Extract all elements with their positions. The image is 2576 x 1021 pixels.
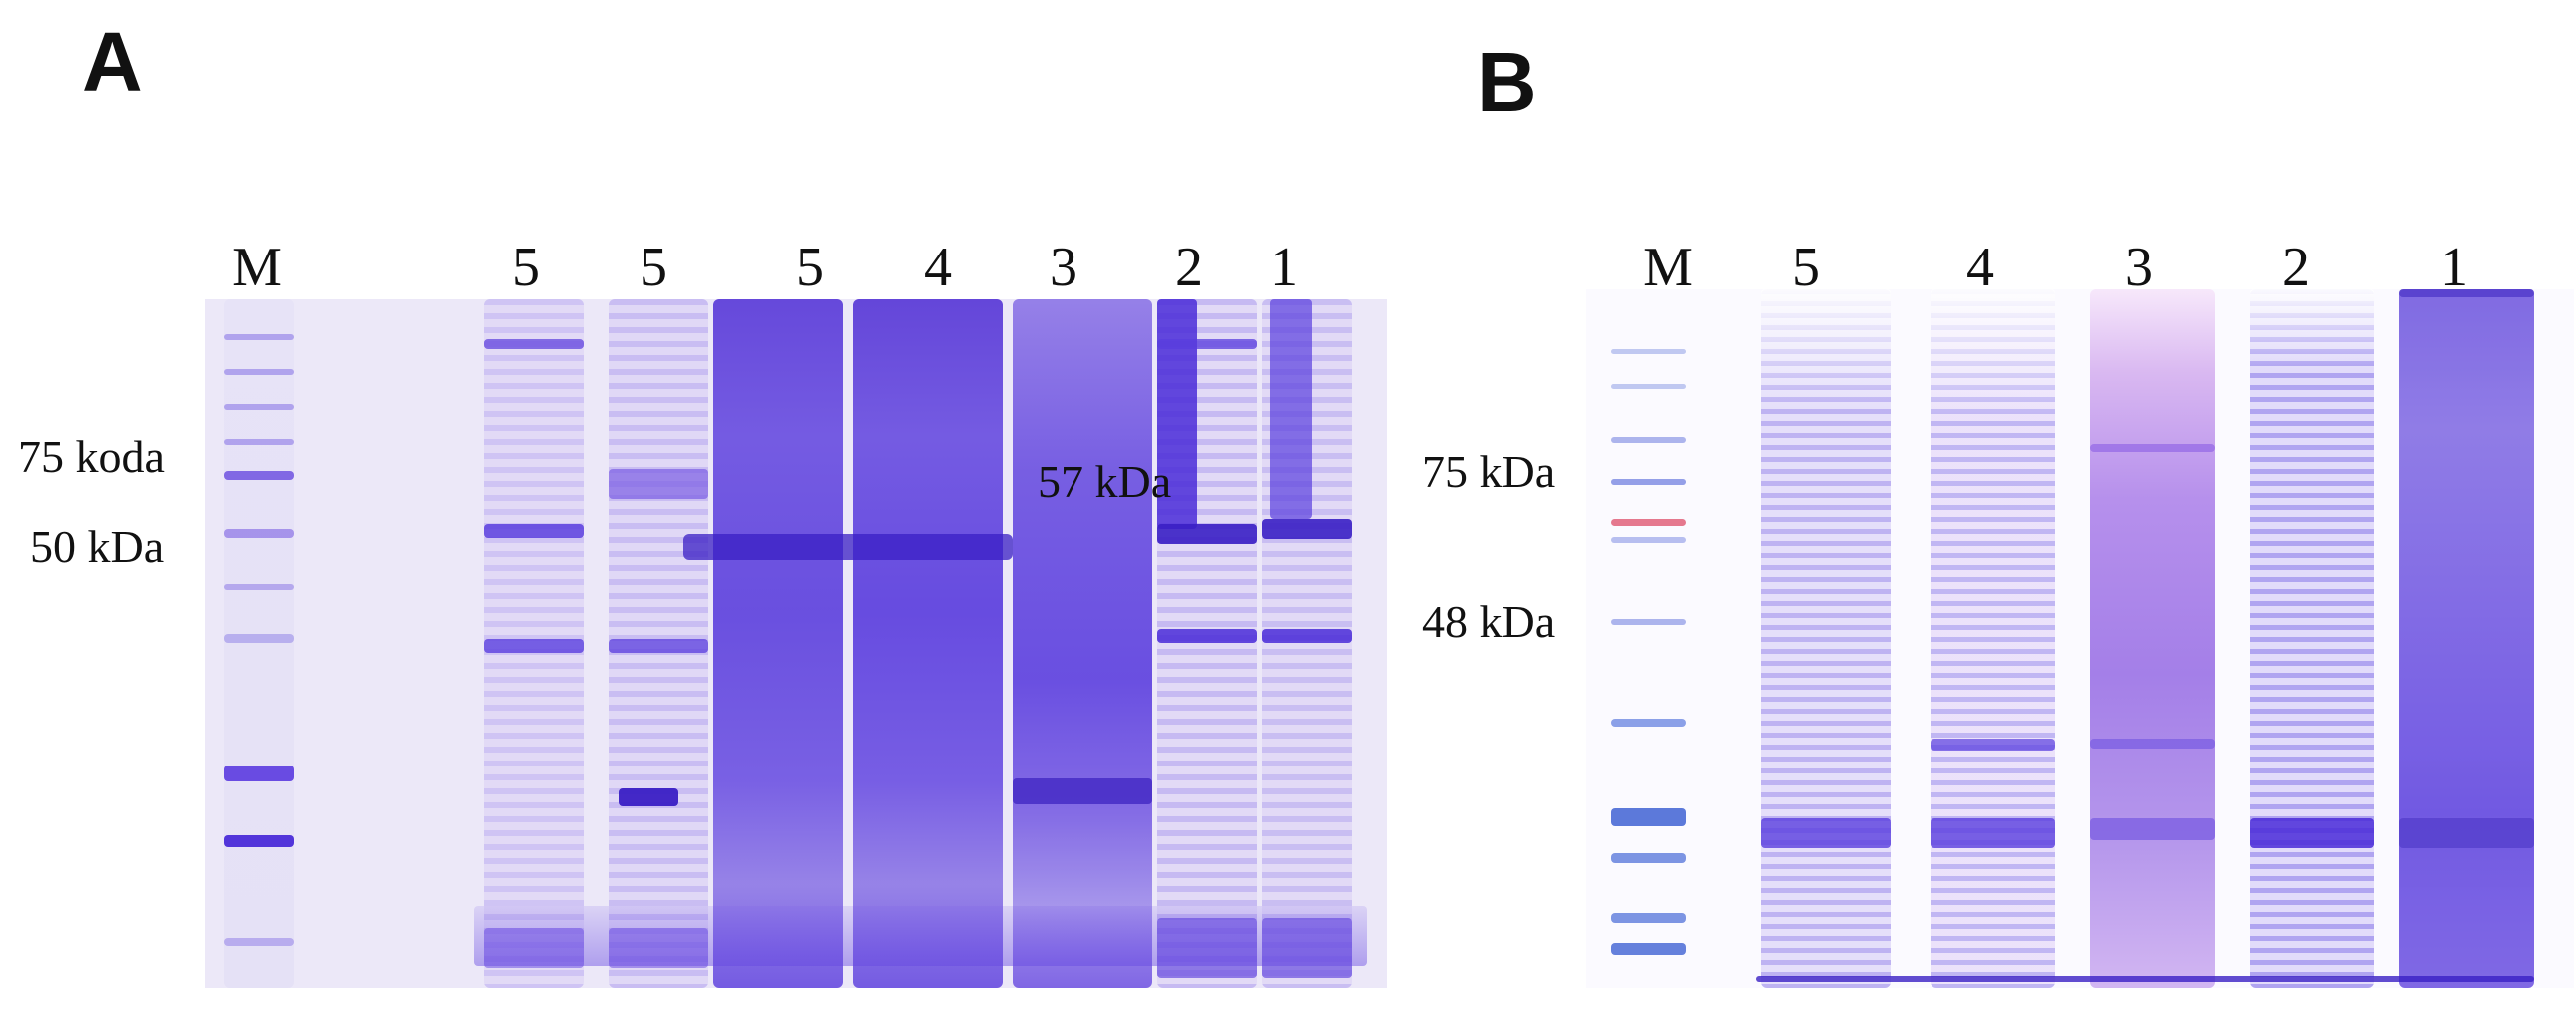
gel-a-lane-label: 3	[1050, 237, 1077, 298]
gel-b-sample-lane	[1761, 289, 1891, 988]
marker-band	[224, 835, 294, 847]
gel-b-lane-label: 4	[1966, 237, 1994, 298]
gel-a-lane-label-m: M	[232, 237, 282, 298]
gel-a-lane-label: 5	[512, 237, 540, 298]
gel-a-dye-front	[474, 906, 1367, 966]
gel-band	[1262, 918, 1352, 978]
gel-a-lane-label: 2	[1175, 237, 1203, 298]
gel-band	[484, 339, 584, 349]
gel-b-sample-lane	[1931, 289, 2055, 988]
gel-b-lane-label: 1	[2440, 237, 2468, 298]
gel-a-sample-lane	[609, 299, 708, 988]
marker-band	[1611, 537, 1686, 543]
gel-band	[2090, 818, 2215, 840]
marker-band	[1611, 479, 1686, 485]
gel-a-sample-lane	[713, 299, 843, 988]
gel-b-marker-lane	[1611, 289, 1686, 988]
marker-band	[224, 334, 294, 340]
gel-a-sample-lane	[1013, 299, 1152, 988]
gel-band	[1013, 778, 1152, 804]
gel-band	[2250, 289, 2374, 369]
gel-b-dye-front	[1756, 976, 2534, 982]
marker-band	[1611, 437, 1686, 443]
gel-band	[1931, 739, 2055, 751]
marker-band	[1611, 808, 1686, 826]
gel-band	[1157, 629, 1257, 643]
gel-band	[1262, 629, 1352, 643]
marker-band	[1611, 384, 1686, 389]
gel-a-sample-lane	[484, 299, 584, 988]
gel-a-lane-label: 5	[640, 237, 667, 298]
gel-band	[1157, 524, 1257, 544]
gel-band	[1270, 299, 1312, 519]
gel-band	[2090, 739, 2215, 749]
gel-a-mw-label-50: 50 kDa	[30, 521, 165, 572]
gel-b-lane-label: 5	[1792, 237, 1820, 298]
marker-band	[1611, 619, 1686, 625]
gel-band	[1761, 289, 1891, 409]
marker-band	[1611, 349, 1686, 354]
gel-a-lane-label: 5	[796, 237, 824, 298]
gel-band	[1157, 339, 1257, 349]
gel-a-sample-lane	[853, 299, 1003, 988]
panel-a-letter: A	[82, 15, 143, 109]
panel-b-letter: B	[1477, 35, 1537, 129]
gel-a-annotation-57kda: 57 kDa	[1038, 456, 1172, 507]
gel-band	[2090, 444, 2215, 452]
gel-b-lane-label-m: M	[1643, 237, 1693, 298]
marker-band	[1611, 943, 1686, 955]
gel-b-sample-lane	[2090, 289, 2215, 988]
gel-band	[1262, 519, 1352, 539]
marker-band	[1611, 913, 1686, 923]
gel-b-sample-lane	[2399, 289, 2534, 988]
gel-band	[1157, 299, 1197, 529]
gel-a-marker-lane	[224, 299, 294, 988]
gel-band	[1761, 818, 1891, 848]
marker-band	[1611, 519, 1686, 526]
gel-band	[683, 534, 1013, 560]
gel-b-sample-lane	[2250, 289, 2374, 988]
marker-band	[224, 584, 294, 590]
gel-band	[609, 469, 708, 499]
gel-band	[619, 788, 678, 806]
marker-band	[224, 439, 294, 445]
marker-band	[224, 529, 294, 538]
marker-band	[224, 471, 294, 480]
gel-band	[1157, 918, 1257, 978]
marker-band	[1611, 853, 1686, 863]
gel-band	[484, 524, 584, 538]
gel-band	[2399, 818, 2534, 848]
gel-band	[609, 928, 708, 968]
gel-band	[2250, 818, 2374, 848]
marker-band	[1611, 719, 1686, 727]
gel-band	[1931, 289, 2055, 419]
gel-band	[484, 928, 584, 968]
gel-a-lane-label: 4	[924, 237, 952, 298]
gel-band	[484, 639, 584, 653]
gel-band	[609, 639, 708, 653]
marker-band	[224, 766, 294, 781]
gel-band	[2399, 289, 2534, 297]
marker-band	[224, 938, 294, 946]
gel-image-b	[1586, 289, 2574, 988]
gel-a-lane-label: 1	[1270, 237, 1298, 298]
marker-band	[224, 369, 294, 375]
marker-band	[224, 404, 294, 410]
marker-band	[224, 634, 294, 643]
gel-b-lane-label: 2	[2282, 237, 2310, 298]
gel-b-mw-label-75: 75 kDa	[1422, 446, 1556, 497]
gel-image-a	[205, 299, 1387, 988]
gel-a-sample-lane	[1157, 299, 1257, 988]
gel-a-mw-label-75: 75 koda	[18, 431, 165, 482]
gel-a-sample-lane	[1262, 299, 1352, 988]
gel-b-lane-label: 3	[2125, 237, 2153, 298]
gel-b-mw-label-48: 48 kDa	[1422, 596, 1556, 647]
gel-band	[1931, 818, 2055, 848]
